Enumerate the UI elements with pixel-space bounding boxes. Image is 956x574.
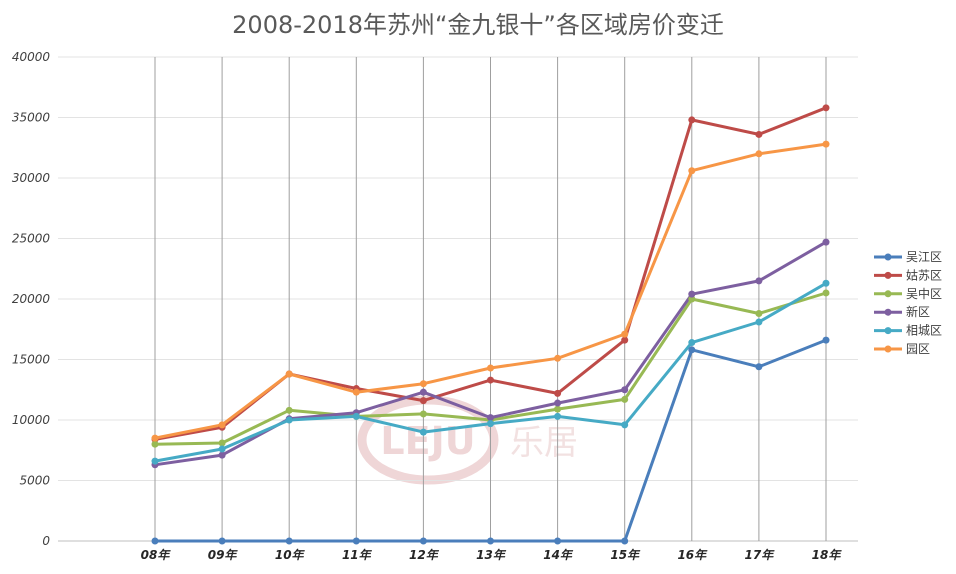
data-point	[822, 140, 830, 148]
data-point	[688, 295, 696, 303]
data-point	[151, 537, 159, 545]
data-point	[688, 116, 696, 124]
legend-label: 新区	[906, 304, 930, 319]
data-point	[621, 330, 629, 338]
data-point	[554, 537, 562, 545]
x-tick-label: 14年	[543, 548, 574, 562]
y-tick-label: 15000	[12, 353, 51, 367]
data-point	[554, 389, 562, 397]
data-point	[554, 405, 562, 413]
y-tick-label: 20000	[12, 292, 51, 306]
data-point	[218, 537, 226, 545]
data-point	[621, 386, 629, 394]
data-point	[218, 421, 226, 429]
x-tick-label: 16年	[677, 548, 708, 562]
data-point	[822, 279, 830, 287]
data-point	[285, 370, 293, 378]
data-point	[487, 364, 494, 372]
data-point	[218, 451, 226, 459]
data-point	[822, 238, 830, 246]
data-point	[554, 399, 562, 407]
data-point	[621, 537, 629, 545]
data-point	[419, 380, 427, 388]
chart-title: 2008-2018年苏州“金九银十”各区域房价变迁	[232, 11, 724, 39]
data-point	[419, 428, 427, 436]
watermark-text: 乐居	[510, 423, 578, 463]
data-point	[285, 416, 293, 424]
x-tick-label: 10年	[275, 548, 306, 562]
data-point	[688, 167, 696, 175]
series-lines	[151, 104, 830, 545]
data-point	[621, 421, 629, 429]
x-axis-ticks: 08年 09年 10年 11年 12年 13年 14年 15年 16年 17年 18年	[141, 548, 843, 562]
data-point	[419, 537, 427, 545]
data-point	[218, 439, 226, 447]
data-point	[554, 354, 562, 362]
legend-label: 姑苏区	[906, 268, 942, 282]
legend-label: 吴江区	[906, 250, 942, 264]
data-point	[554, 412, 562, 420]
data-point	[755, 318, 763, 326]
y-tick-label: 10000	[12, 413, 51, 427]
y-axis-ticks: 0 5000 10000 15000 20000 25000 30000 35000 40000	[12, 50, 51, 548]
data-point	[151, 434, 159, 442]
data-point	[822, 289, 830, 297]
legend-marker	[884, 253, 892, 261]
data-point	[419, 410, 427, 418]
data-point	[419, 397, 427, 405]
x-tick-label: 08年	[141, 548, 172, 562]
data-point	[621, 395, 629, 403]
x-tick-label: 09年	[208, 548, 239, 562]
legend-label: 园区	[906, 342, 930, 356]
y-tick-label: 35000	[12, 111, 51, 125]
y-tick-label: 30000	[12, 171, 51, 185]
data-point	[688, 346, 696, 354]
data-point	[352, 412, 360, 420]
data-point	[487, 376, 494, 384]
x-tick-label: 17年	[745, 548, 776, 562]
x-tick-label: 12年	[409, 548, 440, 562]
data-point	[688, 290, 696, 298]
legend-label: 相城区	[906, 324, 942, 338]
data-point	[688, 339, 696, 347]
legend-marker	[884, 308, 892, 316]
data-point	[352, 537, 360, 545]
y-tick-label: 25000	[12, 232, 51, 246]
data-point	[218, 445, 226, 453]
data-point	[822, 336, 830, 344]
data-point	[755, 363, 763, 371]
y-tick-label: 5000	[19, 474, 50, 488]
legend-marker	[884, 271, 892, 279]
data-point	[487, 537, 494, 545]
data-point	[487, 420, 494, 428]
data-point	[352, 388, 360, 396]
data-point	[822, 104, 830, 112]
legend-marker	[884, 327, 892, 335]
data-point	[285, 406, 293, 414]
y-tick-label: 40000	[12, 50, 51, 64]
x-tick-label: 15年	[610, 548, 641, 562]
legend-marker	[884, 345, 892, 353]
data-point	[285, 537, 293, 545]
data-point	[621, 336, 629, 344]
data-point	[755, 130, 763, 138]
data-point	[755, 150, 763, 158]
legend-marker	[884, 290, 892, 298]
data-point	[151, 457, 159, 465]
y-tick-label: 0	[42, 534, 50, 548]
legend-label: 吴中区	[906, 286, 942, 301]
data-point	[419, 388, 427, 396]
x-tick-label: 13年	[476, 548, 507, 562]
x-tick-label: 18年	[812, 548, 843, 562]
x-tick-label: 11年	[342, 548, 373, 562]
data-point	[151, 440, 159, 448]
data-point	[755, 277, 763, 285]
data-point	[487, 414, 494, 422]
data-point	[755, 310, 763, 318]
